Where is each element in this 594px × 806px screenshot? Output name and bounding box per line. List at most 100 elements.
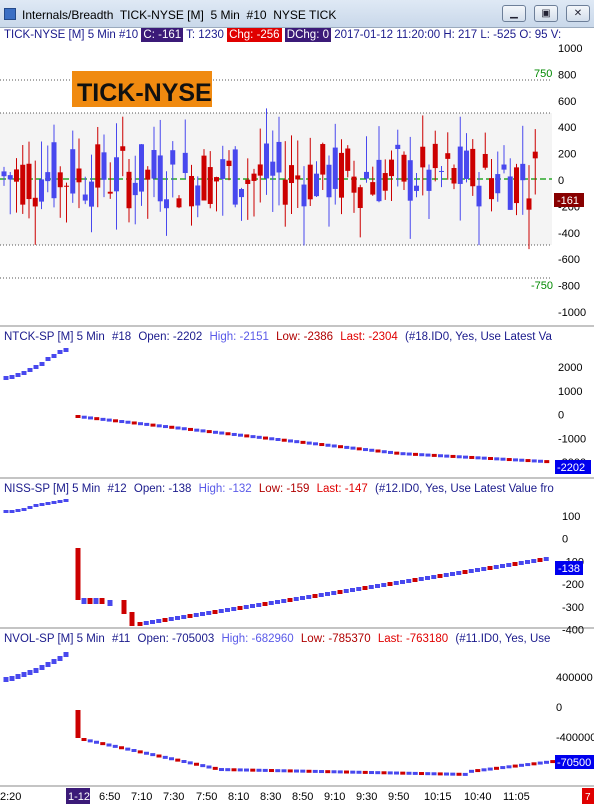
panel2-low: Low: -2386: [276, 331, 334, 343]
series-bar: [506, 458, 512, 462]
series-bar: [487, 566, 493, 570]
series-bar: [175, 758, 181, 762]
series-bar: [162, 618, 168, 622]
candle-body: [120, 146, 126, 151]
series-bar: [200, 429, 206, 433]
series-bar: [475, 769, 481, 773]
candle-body: [51, 142, 57, 199]
candle-body: [239, 189, 244, 198]
series-bar: [94, 740, 99, 744]
candle-body: [164, 199, 169, 209]
minimize-button[interactable]: ▁: [502, 5, 526, 22]
series-bar: [206, 765, 212, 769]
axis-tick-label: 1000: [558, 386, 582, 398]
series-bar: [450, 572, 455, 576]
app-icon: [4, 8, 16, 20]
series-bar: [481, 768, 487, 772]
series-bar: [394, 771, 399, 775]
panel3-header: NISS-SP [M] 5 Min #12 Open: -138 High: -…: [4, 483, 554, 495]
series-bar: [212, 766, 218, 770]
panel1-last-box: [554, 193, 584, 207]
candle-body: [451, 168, 457, 184]
series-bar: [443, 573, 449, 577]
series-bar: [544, 760, 549, 764]
axis-tick-label: -200: [562, 579, 584, 591]
series-bar: [150, 423, 156, 427]
series-bar: [137, 750, 143, 754]
series-bar: [450, 772, 456, 776]
candle-body: [532, 151, 538, 159]
candle-body: [107, 191, 113, 194]
series-bar: [300, 769, 306, 773]
series-bar: [169, 425, 175, 429]
candle-body: [439, 170, 444, 172]
axis-tick-label: -1000: [558, 433, 586, 445]
window-title: Internals/Breadth TICK-NYSE [M] 5 Min #1…: [22, 8, 337, 22]
series-bar: [500, 457, 506, 461]
series-bar: [244, 434, 250, 438]
series-bar: [175, 426, 181, 430]
time-axis-label: 7:10: [131, 791, 152, 803]
candle-body: [295, 175, 301, 180]
axis-tick-label: -600: [558, 254, 580, 266]
series-bar: [129, 612, 135, 626]
maximize-button[interactable]: ▣: [534, 5, 558, 22]
series-bar: [9, 676, 15, 681]
panel3-last-box: [555, 561, 583, 575]
axis-tick-label: 100: [562, 511, 580, 523]
series-bar: [45, 662, 51, 667]
series-bar: [463, 455, 468, 459]
series-bar: [113, 419, 118, 423]
candle-body: [20, 164, 26, 205]
series-bar: [318, 593, 324, 597]
series-bar: [168, 617, 174, 621]
series-bar: [550, 760, 556, 764]
window-titlebar[interactable]: Internals/Breadth TICK-NYSE [M] 5 Min #1…: [0, 0, 594, 28]
series-bar: [506, 765, 512, 769]
series-bar: [406, 771, 412, 775]
series-bar: [33, 504, 39, 507]
time-axis-label: 7:50: [196, 791, 217, 803]
candle-body: [251, 173, 257, 181]
series-bar: [343, 589, 349, 593]
series-bar: [306, 769, 312, 773]
candle-body: [526, 198, 532, 210]
time-axis-label: 8:10: [228, 791, 249, 803]
series-bar: [219, 768, 224, 772]
candle-body: [101, 152, 107, 180]
minimize-icon: ▁: [510, 8, 518, 19]
time-axis-label: 8:50: [292, 791, 313, 803]
series-bar: [57, 350, 63, 354]
time-axis-label: 10:40: [464, 791, 492, 803]
series-bar: [394, 451, 400, 455]
close-button[interactable]: ✕: [566, 5, 590, 22]
series-bar: [288, 439, 293, 443]
series-bar: [87, 598, 93, 604]
candle-body: [351, 176, 357, 193]
time-axis-label: 2:20: [0, 791, 21, 803]
series-bar: [287, 598, 293, 602]
series-bar: [300, 596, 305, 600]
panel1-upper-label: 750: [534, 68, 552, 80]
series-bar: [281, 769, 287, 773]
series-bar: [275, 600, 280, 604]
series-bar: [244, 768, 249, 772]
series-bar: [525, 560, 530, 564]
series-bar: [181, 615, 187, 619]
series-bar: [21, 371, 27, 375]
series-bar: [525, 459, 531, 463]
series-bar: [293, 597, 299, 601]
series-bar: [406, 452, 412, 456]
time-axis[interactable]: 2:20 1-12 6:50 7:10 7:30 7:50 8:10 8:30 8:50 9:10…: [0, 788, 530, 804]
series-bar: [144, 751, 149, 755]
series-bar: [88, 416, 93, 420]
axis-tick-label: -200: [558, 201, 580, 213]
candle-body: [489, 178, 494, 200]
series-bar: [131, 749, 137, 752]
series-bar: [537, 558, 543, 562]
series-bar: [156, 619, 162, 623]
series-bar: [381, 450, 387, 454]
time-axis-label: 11:05: [503, 791, 530, 803]
axis-tick-label: -400: [558, 228, 580, 240]
